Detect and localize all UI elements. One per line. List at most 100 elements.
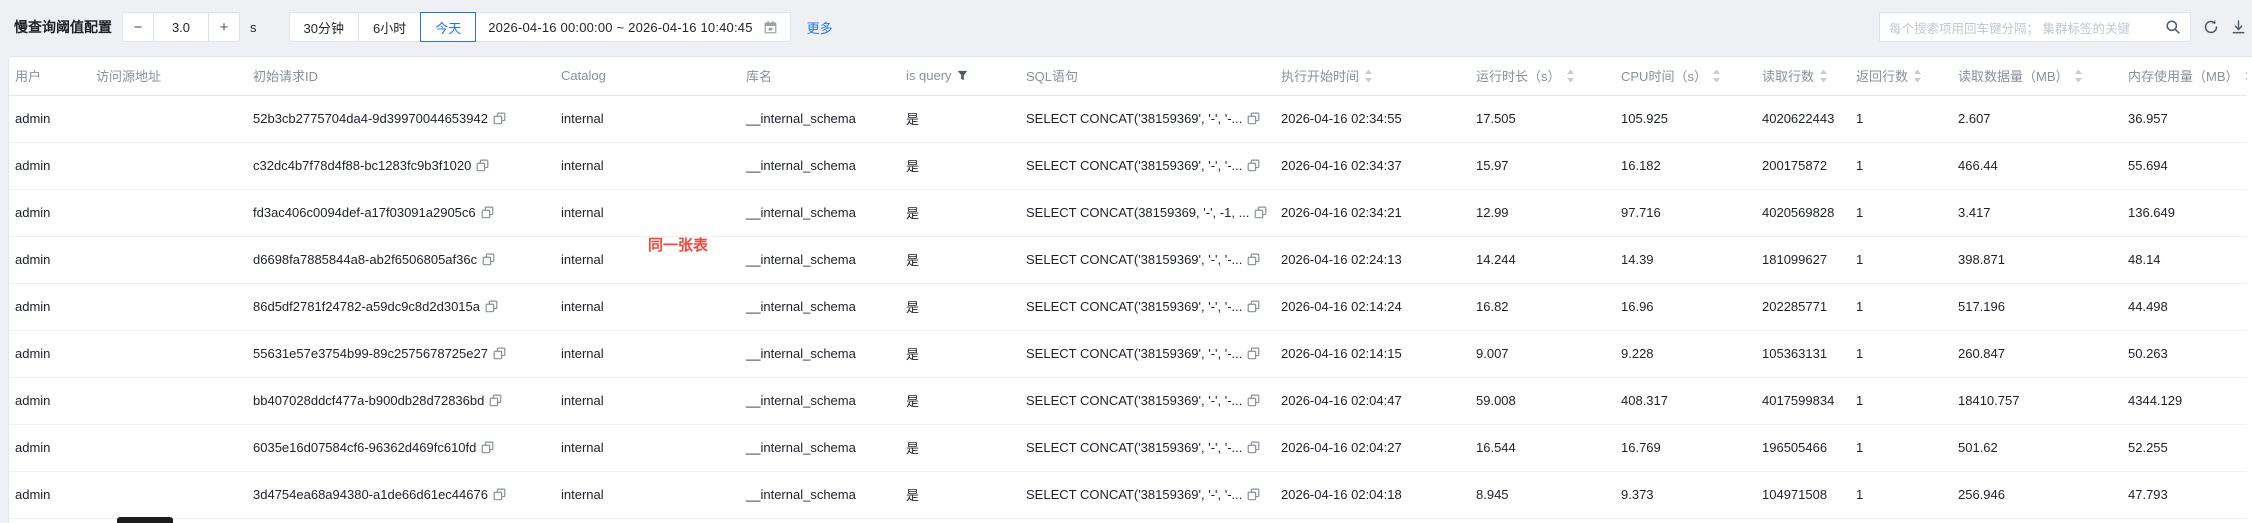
copy-icon[interactable]: [1254, 206, 1267, 219]
sort-icon[interactable]: [1819, 69, 1828, 83]
copy-icon[interactable]: [1247, 300, 1260, 313]
refresh-icon[interactable]: [2203, 19, 2219, 35]
table-row: admin c32dc4b7f78d4f88-bc1283fc9b3f1020 in…: [9, 142, 2247, 190]
date-range-picker[interactable]: 2026-04-16 00:00:00 ~ 2026-04-16 10:40:4…: [475, 12, 791, 42]
stepper-minus-button[interactable]: −: [133, 18, 143, 36]
cell-is_query: 是: [900, 236, 1020, 284]
copy-icon[interactable]: [1247, 253, 1260, 266]
cell-db: __internal_schema: [740, 471, 900, 519]
cell-text: SELECT CONCAT('38159369', '-', '-...: [1026, 111, 1243, 126]
cell-read_rows: 181099627: [1756, 236, 1850, 284]
copy-icon[interactable]: [481, 441, 494, 454]
column-label: is query: [906, 68, 952, 84]
cell-read_rows: 105363131: [1756, 330, 1850, 378]
calendar-icon[interactable]: [763, 20, 778, 35]
cell-read_mb: 398.871: [1952, 236, 2122, 284]
cell-mem_mb: 50.263: [2122, 330, 2247, 378]
cell-sql: SELECT CONCAT('38159369', '-', '-...: [1020, 330, 1275, 378]
cell-db: __internal_schema: [740, 424, 900, 472]
copy-icon[interactable]: [485, 300, 498, 313]
cell-return_rows: 1: [1850, 236, 1952, 284]
cell-read_rows: 4020569828: [1756, 189, 1850, 237]
cell-cpu_time: 16.182: [1615, 142, 1756, 190]
cell-duration: 16.544: [1470, 424, 1615, 472]
column-header-read_rows[interactable]: 读取行数: [1756, 57, 1850, 96]
copy-icon[interactable]: [1247, 488, 1260, 501]
cell-request_id: 86d5df2781f24782-a59dc9c8d2d3015a: [247, 283, 555, 331]
column-header-start_time[interactable]: 执行开始时间: [1275, 57, 1470, 96]
copy-icon[interactable]: [482, 253, 495, 266]
table-row: admin 52b3cb2775704da4-9d39970044653942 in…: [9, 95, 2247, 143]
cell-source: [90, 377, 247, 425]
cell-start_time: 2026-04-16 02:04:18: [1275, 471, 1470, 519]
copy-icon[interactable]: [476, 159, 489, 172]
cell-read_rows: 4020622443: [1756, 95, 1850, 143]
table-row: admin fd3ac406c0094def-a17f03091a2905c6 in…: [9, 189, 2247, 237]
cell-return_rows: 1: [1850, 330, 1952, 378]
cell-catalog: internal: [555, 377, 740, 425]
sort-icon[interactable]: [1913, 69, 1922, 83]
cell-return_rows: 1: [1850, 471, 1952, 519]
copy-icon[interactable]: [493, 347, 506, 360]
column-header-cpu_time[interactable]: CPU时间（s）: [1615, 57, 1756, 96]
copy-icon[interactable]: [1247, 112, 1260, 125]
cell-start_time: 2026-04-16 02:34:21: [1275, 189, 1470, 237]
filter-icon[interactable]: [957, 70, 968, 81]
stepper-plus-button[interactable]: +: [219, 18, 229, 36]
copy-icon[interactable]: [493, 488, 506, 501]
column-label: 运行时长（s）: [1476, 69, 1561, 85]
cell-user: admin: [9, 142, 90, 190]
cell-cpu_time: 408.317: [1615, 377, 1756, 425]
column-label: 读取行数: [1762, 69, 1815, 85]
cell-is_query: 是: [900, 283, 1020, 331]
cell-user: admin: [9, 189, 90, 237]
sort-icon[interactable]: [1566, 69, 1575, 83]
column-header-mem_mb[interactable]: 内存使用量（MB）: [2122, 57, 2247, 96]
search-placeholder: 每个搜索项用回车键分隔； 集群标签的关键: [1889, 21, 2130, 36]
sort-icon[interactable]: [2074, 69, 2083, 83]
cell-start_time: 2026-04-16 02:04:27: [1275, 424, 1470, 472]
copy-icon[interactable]: [481, 206, 494, 219]
date-range-value: 2026-04-16 00:00:00 ~ 2026-04-16 10:40:4…: [488, 19, 753, 35]
search-icon[interactable]: [2165, 19, 2181, 35]
copy-icon[interactable]: [1247, 159, 1260, 172]
cell-read_mb: 260.847: [1952, 330, 2122, 378]
cell-db: __internal_schema: [740, 330, 900, 378]
column-header-duration[interactable]: 运行时长（s）: [1470, 57, 1615, 96]
range-button-today[interactable]: 今天: [420, 12, 477, 42]
search-input[interactable]: 每个搜索项用回车键分隔； 集群标签的关键: [1879, 12, 2191, 42]
cell-catalog: internal: [555, 330, 740, 378]
copy-icon[interactable]: [1247, 347, 1260, 360]
range-button-30min[interactable]: 30分钟: [288, 12, 359, 42]
column-header-return_rows[interactable]: 返回行数: [1850, 57, 1952, 96]
column-header-source: 访问源地址: [90, 57, 247, 96]
sort-icon[interactable]: [1364, 69, 1373, 83]
cell-source: [90, 471, 247, 519]
slow-query-threshold-label: 慢查询阈值配置: [14, 19, 112, 35]
table-row: admin 3d4754ea68a94380-a1de66d61ec44676 in…: [9, 471, 2247, 519]
column-header-user: 用户: [9, 57, 90, 96]
cell-request_id: 55631e57e3754b99-89c2575678725e27: [247, 330, 555, 378]
cell-duration: 59.008: [1470, 377, 1615, 425]
more-link[interactable]: 更多: [806, 20, 833, 36]
range-button-6h[interactable]: 6小时: [357, 12, 422, 42]
copy-icon[interactable]: [1247, 394, 1260, 407]
stepper-value[interactable]: 3.0: [153, 13, 209, 41]
copy-icon[interactable]: [493, 112, 506, 125]
sort-icon[interactable]: [1712, 69, 1721, 83]
cell-cpu_time: 105.925: [1615, 95, 1756, 143]
sort-icon[interactable]: [2244, 69, 2247, 83]
copy-icon[interactable]: [489, 394, 502, 407]
copy-icon[interactable]: [1247, 441, 1260, 454]
column-header-read_mb[interactable]: 读取数据量（MB）: [1952, 57, 2122, 96]
column-header-is_query[interactable]: is query: [900, 57, 1020, 96]
download-icon[interactable]: [2231, 19, 2246, 35]
cell-read_mb: 3.417: [1952, 189, 2122, 237]
cell-start_time: 2026-04-16 02:24:13: [1275, 236, 1470, 284]
cell-sql: SELECT CONCAT(38159369, '-', -1, ...: [1020, 189, 1275, 237]
cell-request_id: bb407028ddcf477a-b900db28d72836bd: [247, 377, 555, 425]
cell-sql: SELECT CONCAT('38159369', '-', '-...: [1020, 95, 1275, 143]
cell-text: 3d4754ea68a94380-a1de66d61ec44676: [253, 487, 488, 502]
cell-duration: 8.945: [1470, 471, 1615, 519]
cell-read_rows: 200175872: [1756, 142, 1850, 190]
